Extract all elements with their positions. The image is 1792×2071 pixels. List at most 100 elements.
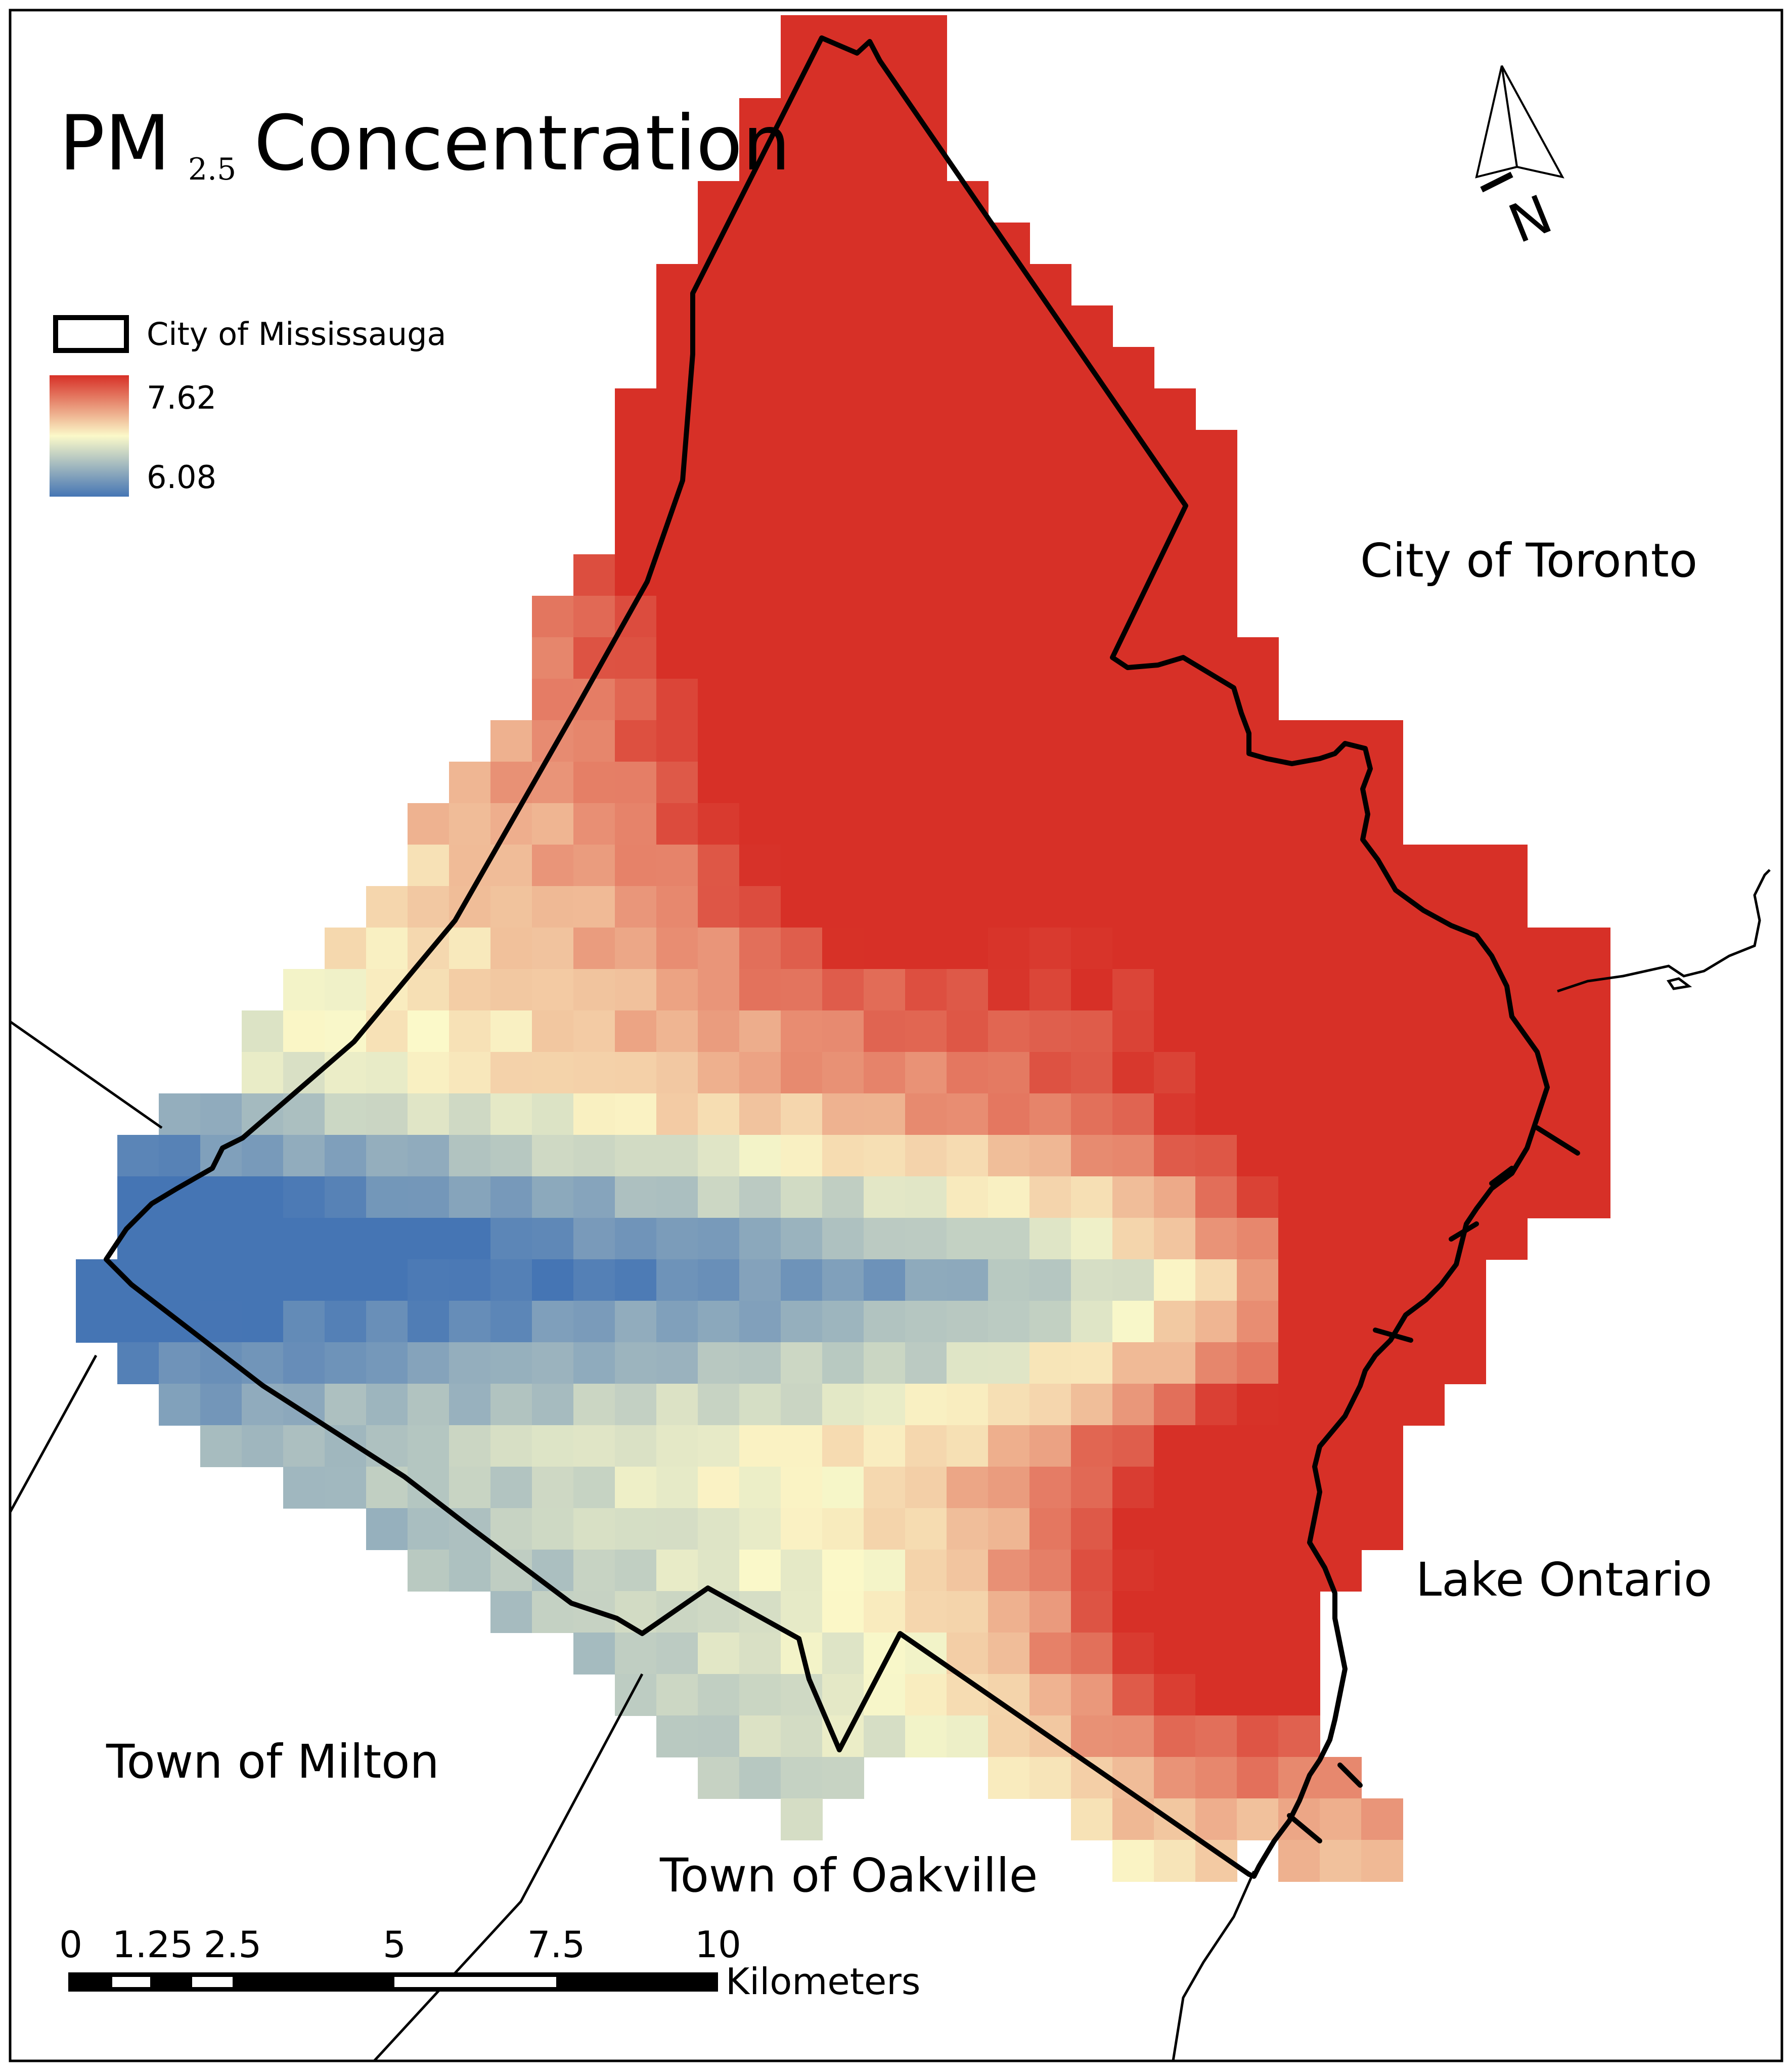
raster-cell bbox=[905, 886, 947, 928]
raster-cell bbox=[947, 1425, 989, 1467]
raster-cell bbox=[573, 720, 615, 762]
raster-cell bbox=[1112, 1674, 1154, 1716]
raster-cell bbox=[1154, 1757, 1196, 1799]
raster-cell bbox=[1195, 1467, 1237, 1509]
raster-cell bbox=[947, 1508, 989, 1550]
raster-cell bbox=[1071, 1052, 1113, 1094]
raster-cell bbox=[781, 1093, 823, 1135]
raster-cell bbox=[573, 1301, 615, 1343]
raster-cell bbox=[1071, 1425, 1113, 1467]
raster-cell bbox=[200, 1218, 242, 1260]
raster-cell bbox=[1278, 1674, 1320, 1716]
raster-cell bbox=[490, 1467, 532, 1509]
raster-cell bbox=[947, 1384, 989, 1426]
raster-cell bbox=[864, 1425, 906, 1467]
raster-cell bbox=[1029, 1550, 1071, 1592]
raster-cell bbox=[449, 1135, 491, 1177]
raster-cell bbox=[1320, 1052, 1362, 1094]
raster-cell bbox=[1237, 969, 1279, 1011]
label-oakville: Town of Oakville bbox=[659, 1848, 1038, 1903]
raster-cell bbox=[1154, 720, 1196, 762]
raster-cell bbox=[822, 1384, 864, 1426]
raster-cell bbox=[905, 347, 947, 389]
raster-cell bbox=[781, 928, 823, 970]
raster-cell bbox=[1195, 1218, 1237, 1260]
raster-cell bbox=[325, 1301, 367, 1343]
raster-cell bbox=[905, 679, 947, 721]
raster-cell bbox=[781, 305, 823, 347]
raster-cell bbox=[947, 596, 989, 638]
raster-cell bbox=[615, 1093, 657, 1135]
raster-cell bbox=[864, 181, 906, 223]
raster-cell bbox=[615, 1052, 657, 1094]
raster-cell bbox=[1444, 1176, 1486, 1218]
raster-cell bbox=[1071, 1176, 1113, 1218]
raster-cell bbox=[781, 886, 823, 928]
raster-cell bbox=[947, 1550, 989, 1592]
raster-cell bbox=[947, 347, 989, 389]
raster-cell bbox=[905, 1093, 947, 1135]
raster-cell bbox=[1029, 1135, 1071, 1177]
raster-cell bbox=[698, 886, 740, 928]
raster-cell bbox=[656, 596, 698, 638]
raster-cell bbox=[532, 1259, 574, 1301]
raster-cell bbox=[1403, 1384, 1445, 1426]
raster-cell bbox=[864, 845, 906, 887]
raster-cell bbox=[864, 1384, 906, 1426]
raster-cell bbox=[1361, 1508, 1403, 1550]
raster-cell bbox=[947, 554, 989, 596]
raster-cell bbox=[698, 803, 740, 845]
raster-cell bbox=[490, 1384, 532, 1426]
raster-cell bbox=[1071, 720, 1113, 762]
legend-low-label: 6.08 bbox=[147, 459, 216, 496]
raster-cell bbox=[739, 886, 781, 928]
raster-cell bbox=[242, 1384, 284, 1426]
raster-cell bbox=[864, 264, 906, 306]
raster-cell bbox=[1071, 554, 1113, 596]
raster-cell bbox=[242, 1010, 284, 1052]
raster-cell bbox=[739, 803, 781, 845]
raster-cell bbox=[698, 347, 740, 389]
raster-cell bbox=[947, 1715, 989, 1757]
raster-cell bbox=[1154, 1674, 1196, 1716]
raster-cell bbox=[1320, 886, 1362, 928]
raster-cell bbox=[1195, 637, 1237, 679]
raster-cell bbox=[656, 1384, 698, 1426]
raster-cell bbox=[1320, 1301, 1362, 1343]
raster-cell bbox=[1154, 1052, 1196, 1094]
raster-cell bbox=[449, 1301, 491, 1343]
raster-cell bbox=[1029, 1633, 1071, 1675]
raster-cell bbox=[1029, 1508, 1071, 1550]
raster-cell bbox=[573, 1259, 615, 1301]
municipal-boundaries bbox=[9, 869, 1771, 2062]
raster-cell bbox=[532, 1508, 574, 1550]
raster-cell bbox=[532, 1467, 574, 1509]
raster-cell bbox=[242, 1135, 284, 1177]
raster-cell bbox=[159, 1259, 201, 1301]
raster-cell bbox=[947, 430, 989, 472]
raster-cell bbox=[781, 223, 823, 265]
raster-cell bbox=[698, 1301, 740, 1343]
raster-cell bbox=[532, 1052, 574, 1094]
raster-cell bbox=[615, 1674, 657, 1716]
raster-cell bbox=[1444, 1052, 1486, 1094]
raster-cell bbox=[532, 762, 574, 804]
raster-cell bbox=[490, 720, 532, 762]
raster-cell bbox=[781, 1384, 823, 1426]
raster-cell bbox=[200, 1093, 242, 1135]
raster-cell bbox=[1112, 513, 1154, 555]
raster-cell bbox=[573, 969, 615, 1011]
raster-cell bbox=[1071, 513, 1113, 555]
raster-cell bbox=[615, 1508, 657, 1550]
raster-cell bbox=[739, 513, 781, 555]
raster-cell bbox=[408, 845, 450, 887]
raster-cell bbox=[864, 388, 906, 430]
raster-cell bbox=[490, 1425, 532, 1467]
raster-cell bbox=[408, 1467, 450, 1509]
raster-cell bbox=[1071, 1301, 1113, 1343]
scale-tick-1: 1.25 bbox=[112, 1923, 193, 1966]
raster-cell bbox=[1237, 928, 1279, 970]
raster-cell bbox=[781, 1715, 823, 1757]
scale-bar: 0 1.25 2.5 5 7.5 10 Kilometers bbox=[59, 1923, 920, 2003]
raster-cell bbox=[1071, 1259, 1113, 1301]
